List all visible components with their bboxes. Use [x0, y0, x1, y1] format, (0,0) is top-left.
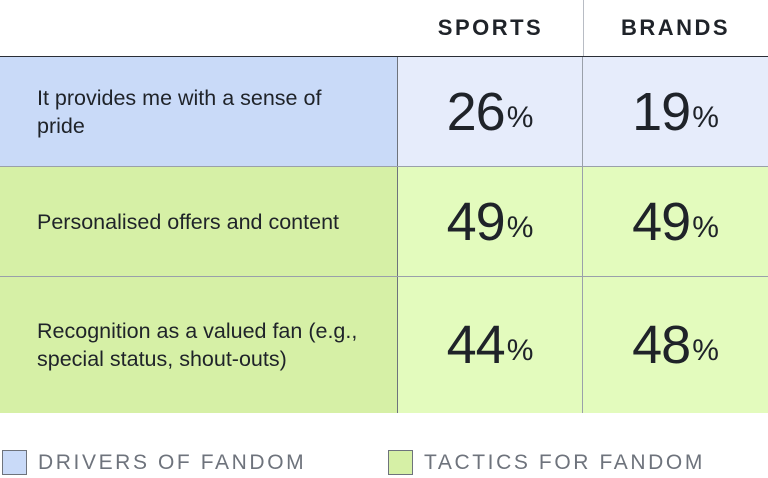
header-divider: [583, 0, 584, 56]
value-cell-brands: 48%: [583, 277, 768, 413]
legend-label-tactics: TACTICS FOR FANDOM: [424, 450, 705, 474]
percent-sign: %: [692, 211, 719, 244]
legend-item-tactics: TACTICS FOR FANDOM: [388, 450, 705, 475]
row-label: It provides me with a sense of pride: [0, 57, 398, 166]
row-label: Personalised offers and content: [0, 167, 398, 277]
legend-label-drivers: DRIVERS OF FANDOM: [38, 450, 307, 474]
legend-swatch-drivers: [2, 450, 27, 475]
value-number: 26: [446, 81, 506, 142]
table-row: Personalised offers and content 49% 49%: [0, 166, 768, 277]
value-cell-sports: 49%: [398, 167, 583, 277]
value-number: 48: [632, 315, 691, 375]
value-number: 49: [632, 192, 691, 252]
legend-item-drivers: DRIVERS OF FANDOM: [2, 450, 306, 475]
value-number: 49: [446, 192, 506, 252]
percent-sign: %: [692, 334, 719, 367]
row-label: Recognition as a valued fan (e.g., speci…: [0, 277, 398, 413]
value-cell-brands: 19%: [583, 57, 768, 166]
data-table: It provides me with a sense of pride 26%…: [0, 56, 768, 413]
legend-swatch-tactics: [388, 450, 413, 475]
value-cell-sports: 26%: [398, 57, 583, 166]
percent-sign: %: [692, 100, 719, 134]
value-number: 19: [632, 81, 691, 142]
table-row: It provides me with a sense of pride 26%…: [0, 57, 768, 166]
percent-sign: %: [506, 211, 534, 244]
table-row: Recognition as a valued fan (e.g., speci…: [0, 276, 768, 413]
column-header-sports: SPORTS: [437, 15, 544, 40]
value-number: 44: [446, 315, 506, 375]
value-cell-sports: 44%: [398, 277, 583, 413]
value-cell-brands: 49%: [583, 167, 768, 277]
percent-sign: %: [506, 100, 534, 134]
column-header-brands: BRANDS: [620, 15, 731, 40]
percent-sign: %: [506, 334, 534, 367]
